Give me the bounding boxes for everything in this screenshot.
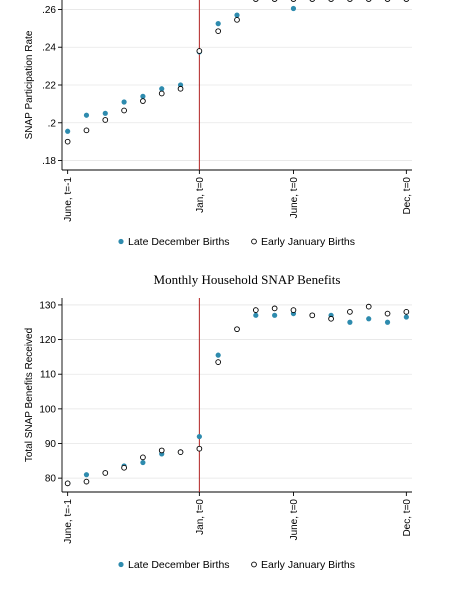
x-tick-label: June, t=-1: [63, 499, 74, 544]
point-early-january: [234, 326, 240, 333]
point-early-january: [309, 312, 316, 319]
x-tick-label: Jan, t=0: [195, 499, 206, 535]
data-points: [64, 0, 410, 145]
point-early-january: [140, 454, 146, 461]
point-early-january: [347, 0, 353, 2]
point-early-january: [403, 309, 410, 315]
legend-marker-early-january: [251, 561, 257, 568]
point-late-december: [384, 319, 391, 325]
point-early-january: [366, 0, 372, 2]
y-tick-label: .22: [42, 81, 56, 92]
legend-label-late-december: Late December Births: [128, 236, 230, 248]
y-tick-label: 90: [45, 439, 57, 450]
chart-panel-1: .18 .2 .22 .24 .26 June, t=-1 Jan, t=0 June, t=…: [24, 0, 413, 248]
chart-title: Monthly Household SNAP Benefits: [154, 272, 341, 287]
y-tick-label: .18: [42, 156, 56, 167]
point-early-january: [384, 310, 391, 317]
legend-label-early-january: Early January Births: [261, 236, 355, 248]
point-late-december: [140, 459, 146, 466]
point-late-december: [196, 433, 202, 440]
x-tick-label: Jan, t=0: [195, 177, 206, 213]
point-late-december: [215, 21, 221, 27]
x-tick-label: June, t=0: [289, 177, 300, 219]
legend-marker-early-january: [251, 238, 257, 245]
point-early-january: [403, 0, 410, 2]
point-early-january: [290, 0, 297, 2]
legend-marker-late-december: [118, 561, 124, 568]
point-early-january: [102, 117, 109, 123]
point-early-january: [140, 98, 146, 104]
point-late-december: [65, 128, 71, 134]
point-early-january: [215, 28, 222, 35]
legend: Late December Births Early January Births: [118, 236, 355, 248]
point-late-december: [83, 472, 90, 478]
point-early-january: [271, 0, 278, 2]
point-early-january: [83, 127, 90, 134]
point-early-january: [121, 107, 127, 114]
y-tick-label: .26: [42, 5, 56, 16]
x-tick-label: Dec, t=0: [402, 499, 413, 537]
point-early-january: [196, 48, 203, 54]
point-late-december: [347, 319, 353, 325]
data-points: [64, 303, 410, 487]
y-tick-label: .24: [42, 43, 56, 54]
y-axis-title: Total SNAP Benefits Received: [24, 328, 35, 462]
point-early-january: [121, 464, 127, 471]
x-tick-label: June, t=-1: [63, 177, 74, 222]
point-late-december: [272, 312, 278, 318]
point-early-january: [158, 447, 165, 454]
legend-marker-late-december: [118, 238, 124, 245]
y-tick-label: 80: [45, 474, 57, 485]
point-late-december: [102, 110, 108, 116]
y-tick-label: 100: [39, 404, 56, 415]
point-early-january: [196, 445, 203, 452]
point-early-january: [290, 307, 297, 313]
point-early-january: [253, 0, 259, 2]
point-late-december: [253, 312, 259, 318]
point-early-january: [328, 315, 334, 322]
y-axis-title: SNAP Participation Rate: [24, 30, 35, 139]
point-early-january: [177, 85, 184, 92]
point-early-january: [365, 303, 372, 310]
legend: Late December Births Early January Births: [118, 559, 355, 571]
point-early-january: [384, 0, 391, 2]
point-late-december: [159, 86, 165, 92]
point-early-january: [309, 0, 315, 2]
point-early-january: [102, 470, 109, 476]
x-tick-label: Dec, t=0: [402, 177, 413, 215]
point-late-december: [121, 99, 127, 105]
point-late-december: [290, 5, 297, 12]
point-early-january: [64, 480, 71, 487]
legend-label-early-january: Early January Births: [261, 559, 355, 571]
point-late-december: [234, 12, 240, 18]
point-early-january: [234, 16, 240, 23]
legend-label-late-december: Late December Births: [128, 559, 230, 571]
point-early-january: [271, 305, 278, 312]
point-early-january: [252, 307, 259, 313]
point-early-january: [177, 449, 184, 456]
point-early-january: [347, 309, 353, 315]
y-tick-label: 130: [39, 300, 56, 311]
point-early-january: [83, 478, 90, 485]
point-late-december: [215, 352, 221, 358]
point-early-january: [64, 138, 71, 145]
point-late-december: [140, 93, 146, 99]
point-early-january: [328, 0, 334, 2]
point-early-january: [158, 90, 165, 97]
point-late-december: [403, 314, 409, 320]
point-late-december: [366, 316, 372, 322]
y-tick-label: 120: [39, 335, 56, 346]
y-tick-label: .2: [48, 118, 57, 129]
y-tick-label: 110: [40, 370, 56, 381]
x-tick-label: June, t=0: [289, 499, 300, 541]
point-early-january: [215, 359, 222, 365]
point-late-december: [83, 112, 90, 118]
chart-panel-2: Monthly Household SNAP Benefits 80 90 100 11…: [24, 272, 413, 571]
